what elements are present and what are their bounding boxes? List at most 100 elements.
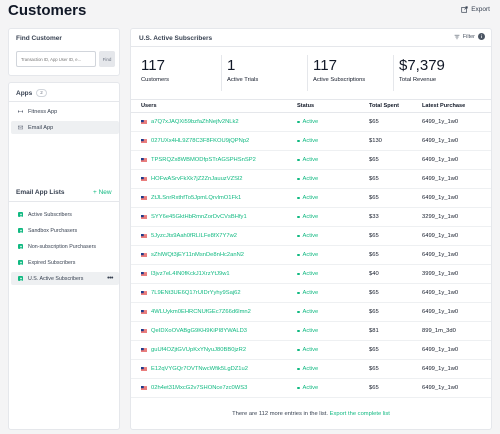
status-label: Active — [302, 119, 319, 125]
user-cell[interactable]: 4WLUykm0EHRCNUfGEc7Z66d6lmn2 — [141, 309, 251, 315]
export-complete-list-link[interactable]: Export the complete list — [329, 411, 390, 417]
table-row[interactable]: TPSRQZx8WBMODfpSTrAGSPHSnSP2 Active $65 649… — [131, 151, 491, 170]
apps-header: Apps 2 — [16, 89, 47, 97]
user-id-link[interactable]: TPSRQZx8WBMODfpSTrAGSPHSnSP2 — [151, 157, 256, 163]
total-spent-cell: $33 — [369, 214, 379, 220]
user-cell[interactable]: TPSRQZx8WBMODfpSTrAGSPHSnSP2 — [141, 157, 256, 163]
table-header: Users Status Total Spent Latest Purchase — [131, 99, 491, 113]
filter-icon — [454, 34, 460, 39]
table-row[interactable]: l3jvz7eL4IN0fKckJ1XrzYtJ9w1 Active $40 3999… — [131, 265, 491, 284]
new-list-button[interactable]: + New — [93, 189, 112, 196]
status-label: Active — [302, 233, 319, 239]
list-item-label: Sandbox Purchasers — [28, 227, 78, 234]
list-item-label: Non-subscription Purchasers — [28, 243, 97, 250]
user-id-link[interactable]: sZhlWQt3jEY11nMsnDe8nHc2anN2 — [151, 252, 245, 258]
user-id-link[interactable]: 5JyzcJts9Aah0fRLILFe8fX7Y7w2 — [151, 233, 238, 239]
table-row[interactable]: E12qVYGQr7OVTNwcWfik5LgDZ1u2 Active $65 649… — [131, 360, 491, 379]
table-row[interactable]: 027UXx4HL9Z78C3F8FKOU9jQPNp2 Active $130 64… — [131, 132, 491, 151]
divider — [221, 55, 222, 91]
user-cell[interactable]: QeIDXoOVABgG9KH9KiPI8YWALD3 — [141, 328, 247, 334]
user-id-link[interactable]: 02h4et31MxcG2v7SHONce7zc0WS3 — [151, 385, 248, 391]
status-cell: Active — [297, 214, 318, 220]
more-options-button[interactable]: ••• — [107, 275, 113, 282]
status-dot-icon — [297, 139, 300, 143]
user-cell[interactable]: SYY6e45GktHbRmnZorDvCVsBHfy1 — [141, 214, 247, 220]
latest-purchase-cell: 6499_1y_1w0 — [422, 252, 459, 258]
total-spent-cell: $130 — [369, 138, 382, 144]
app-item-fitness[interactable]: Fitness App — [11, 105, 119, 118]
user-cell[interactable]: sZhlWQt3jEY11nMsnDe8nHc2anN2 — [141, 252, 244, 258]
user-id-link[interactable]: 7L9ENt3UE6Q17rUIDrYyhy9Saj62 — [151, 290, 241, 296]
person-icon — [18, 260, 23, 265]
export-button[interactable]: Export — [461, 6, 490, 13]
stat-label: Total Revenue — [399, 77, 437, 83]
column-header-status[interactable]: Status — [297, 103, 315, 109]
user-cell[interactable]: 02h4et31MxcG2v7SHONce7zc0WS3 — [141, 385, 247, 391]
status-cell: Active — [297, 385, 318, 391]
column-header-latest-purchase[interactable]: Latest Purchase — [422, 103, 466, 109]
total-spent-cell: $65 — [369, 252, 379, 258]
user-cell[interactable]: ZtJLSnrRxthfTo5JpmLQrvlmO1Fk1 — [141, 195, 241, 201]
table-row[interactable]: 02h4et31MxcG2v7SHONce7zc0WS3 Active $65 649… — [131, 379, 491, 398]
total-spent-cell: $81 — [369, 328, 379, 334]
find-button[interactable]: Find — [99, 51, 115, 67]
table-row[interactable]: a7Q7xJAQXi59bzfaZhNejfv2NLk2 Active $65 649… — [131, 113, 491, 132]
user-cell[interactable]: 7L9ENt3UE6Q17rUIDrYyhy9Saj62 — [141, 290, 241, 296]
page-title: Customers — [8, 2, 87, 19]
user-cell[interactable]: 027UXx4HL9Z78C3F8FKOU9jQPNp2 — [141, 138, 249, 144]
user-cell[interactable]: a7Q7xJAQXi59bzfaZhNejfv2NLk2 — [141, 119, 239, 125]
list-item-us-active-subscribers[interactable]: U.S. Active Subscribers ••• — [11, 272, 119, 285]
user-id-link[interactable]: SYY6e45GktHbRmnZorDvCVsBHfy1 — [151, 214, 247, 220]
list-item-active-subscribers[interactable]: Active Subscribers — [11, 208, 119, 221]
user-id-link[interactable]: 027UXx4HL9Z78C3F8FKOU9jQPNp2 — [151, 138, 250, 144]
customer-search-input[interactable] — [16, 51, 96, 67]
user-cell[interactable]: HOFwASrvFkXk7jZ2ZnJauuzVZSl2 — [141, 176, 243, 182]
list-item-expired-subscribers[interactable]: Expired Subscribers — [11, 256, 119, 269]
user-id-link[interactable]: E12qVYGQr7OVTNwcWfik5LgDZ1u2 — [151, 366, 248, 372]
column-header-total-spent[interactable]: Total Spent — [369, 103, 400, 109]
latest-purchase-cell: 6499_1y_1w0 — [422, 347, 459, 353]
latest-purchase-cell: 3999_1y_1w0 — [422, 271, 459, 277]
table-row[interactable]: QeIDXoOVABgG9KH9KiPI8YWALD3 Active $81 899_… — [131, 322, 491, 341]
user-cell[interactable]: guUf4OZjtGVUpKxYNyuJ80BB0jzR2 — [141, 347, 246, 353]
filter-button[interactable]: Filter i — [454, 33, 485, 40]
status-label: Active — [302, 157, 319, 163]
stat-label: Customers — [141, 77, 170, 83]
user-id-link[interactable]: HOFwASrvFkXk7jZ2ZnJauuzVZSl2 — [151, 176, 243, 182]
total-spent-cell: $65 — [369, 119, 379, 125]
total-spent-cell: $65 — [369, 347, 379, 353]
us-flag-icon — [141, 348, 147, 352]
user-id-link[interactable]: guUf4OZjtGVUpKxYNyuJ80BB0jzR2 — [151, 347, 247, 353]
user-id-link[interactable]: ZtJLSnrRxthfTo5JpmLQrvlmO1Fk1 — [151, 195, 242, 201]
user-cell[interactable]: 5JyzcJts9Aah0fRLILFe8fX7Y7w2 — [141, 233, 237, 239]
user-cell[interactable]: E12qVYGQr7OVTNwcWfik5LgDZ1u2 — [141, 366, 248, 372]
divider — [307, 55, 308, 91]
status-cell: Active — [297, 119, 318, 125]
list-item-sandbox-purchasers[interactable]: Sandbox Purchasers — [11, 224, 119, 237]
total-spent-cell: $40 — [369, 271, 379, 277]
user-cell[interactable]: l3jvz7eL4IN0fKckJ1XrzYtJ9w1 — [141, 271, 230, 277]
app-item-email[interactable]: Email App — [11, 121, 119, 134]
footer-text: There are 112 more entries in the list. — [232, 411, 329, 417]
column-header-users[interactable]: Users — [141, 103, 157, 109]
filter-info-icon: i — [478, 33, 485, 40]
list-item-non-subscription-purchasers[interactable]: Non-subscription Purchasers — [11, 240, 119, 253]
table-row[interactable]: SYY6e45GktHbRmnZorDvCVsBHfy1 Active $33 329… — [131, 208, 491, 227]
user-id-link[interactable]: a7Q7xJAQXi59bzfaZhNejfv2NLk2 — [151, 119, 239, 125]
user-id-link[interactable]: 4WLUykm0EHRCNUfGEc7Z66d6lmn2 — [151, 309, 251, 315]
stat-customers: 117 Customers — [141, 57, 169, 83]
table-row[interactable]: ZtJLSnrRxthfTo5JpmLQrvlmO1Fk1 Active $65 64… — [131, 189, 491, 208]
table-row[interactable]: 7L9ENt3UE6Q17rUIDrYyhy9Saj62 Active $65 649… — [131, 284, 491, 303]
user-id-link[interactable]: l3jvz7eL4IN0fKckJ1XrzYtJ9w1 — [151, 271, 230, 277]
divider — [9, 201, 119, 202]
user-id-link[interactable]: QeIDXoOVABgG9KH9KiPI8YWALD3 — [151, 328, 248, 334]
table-row[interactable]: guUf4OZjtGVUpKxYNyuJ80BB0jzR2 Active $65 64… — [131, 341, 491, 360]
status-dot-icon — [297, 386, 300, 390]
table-row[interactable]: 5JyzcJts9Aah0fRLILFe8fX7Y7w2 Active $65 649… — [131, 227, 491, 246]
us-flag-icon — [141, 329, 147, 333]
table-row[interactable]: sZhlWQt3jEY11nMsnDe8nHc2anN2 Active $65 649… — [131, 246, 491, 265]
table-row[interactable]: HOFwASrvFkXk7jZ2ZnJauuzVZSl2 Active $65 649… — [131, 170, 491, 189]
us-flag-icon — [141, 139, 147, 143]
status-dot-icon — [297, 215, 300, 219]
table-row[interactable]: 4WLUykm0EHRCNUfGEc7Z66d6lmn2 Active $65 649… — [131, 303, 491, 322]
